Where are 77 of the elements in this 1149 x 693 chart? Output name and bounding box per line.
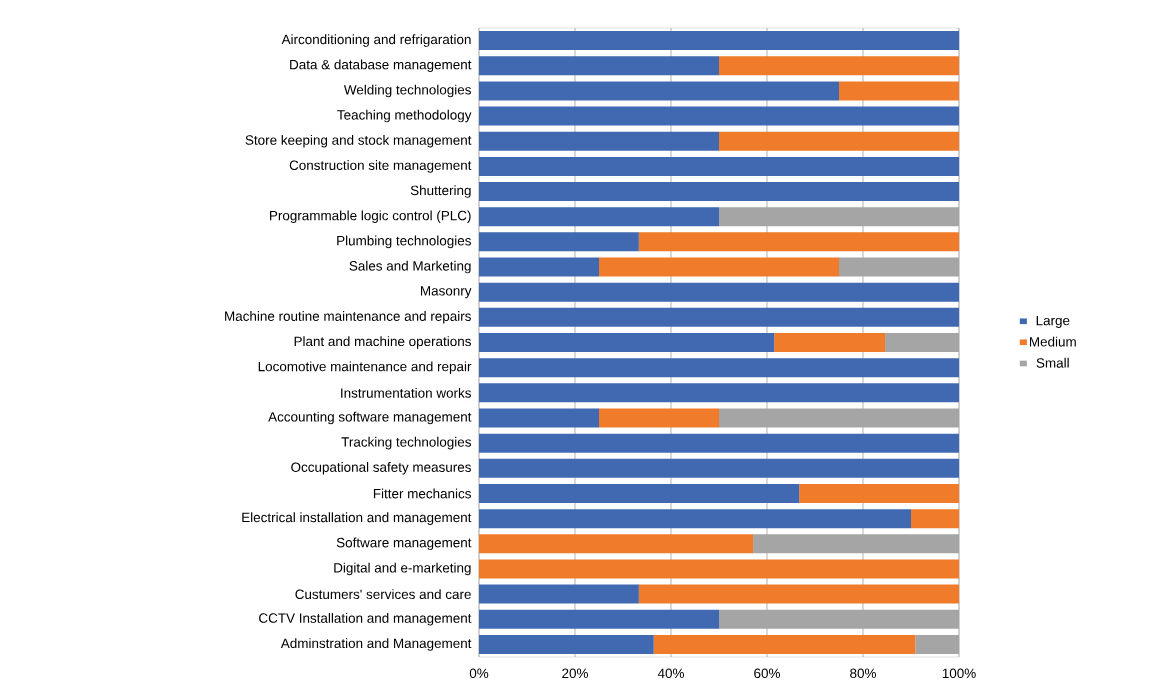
y-tick-label: Sales and Marketing <box>349 260 471 274</box>
y-tick-label: Machine routine maintenance and repairs <box>225 311 471 324</box>
bar <box>839 81 960 101</box>
y-tick-label: Plumbing technologies <box>337 235 471 249</box>
bar <box>915 634 960 654</box>
y-tick-label: Occupational safety measures <box>291 462 471 475</box>
y-tick-label: Accounting software management <box>268 411 472 425</box>
bar <box>479 156 960 176</box>
bar <box>719 56 960 76</box>
y-tick-label: Adminstration and Management <box>280 638 472 651</box>
legend-label: Medium <box>1029 336 1076 347</box>
legend-label: Small <box>1036 357 1069 368</box>
bar <box>479 609 719 629</box>
bar <box>479 232 639 252</box>
y-tick-label: Electrical installation and management <box>242 512 472 525</box>
bar <box>479 584 639 604</box>
bar <box>799 483 960 503</box>
bar <box>479 81 840 101</box>
bar <box>479 31 960 51</box>
y-tick-label: Programmable logic control (PLC) <box>270 210 471 223</box>
bar <box>479 307 960 327</box>
x-tick-label: 60% <box>754 668 780 679</box>
x-tick-label: 40% <box>657 668 684 679</box>
bar <box>479 433 960 453</box>
bar <box>719 609 960 629</box>
bar <box>839 257 960 277</box>
bar <box>479 207 719 227</box>
x-tick-label: 100% <box>942 668 976 679</box>
x-tick-label: 0% <box>469 668 489 679</box>
bar <box>719 131 960 151</box>
bar <box>479 106 960 126</box>
y-tick-label: Instrumentation works <box>341 387 471 398</box>
bar <box>653 634 916 654</box>
bar <box>479 282 960 302</box>
y-tick-label: Tracking technologies <box>341 436 471 450</box>
y-tick-label: Construction site management <box>289 160 472 173</box>
y-tick-label: Custumers' services and care <box>295 589 471 600</box>
bar <box>479 56 719 76</box>
y-tick-label: CCTV Installation and management <box>259 613 472 626</box>
y-tick-label: Store keeping and stock management <box>245 134 472 148</box>
y-tick-label: Teaching methodology <box>337 109 472 123</box>
bar <box>479 534 754 554</box>
legend-label: Large <box>1036 315 1070 328</box>
y-tick-label: Masonry <box>421 286 472 299</box>
bar <box>719 408 960 428</box>
bar <box>885 333 960 353</box>
bar <box>599 408 719 428</box>
y-tick-label: Shuttering <box>410 185 471 198</box>
bar <box>479 333 775 353</box>
bar <box>479 559 960 579</box>
bar <box>774 333 886 353</box>
y-tick-label: Fitter mechanics <box>373 488 471 499</box>
y-tick-label: Plant and machine operations <box>294 336 471 349</box>
bar <box>479 257 599 277</box>
bar <box>479 634 654 654</box>
y-tick-label: Airconditioning and refrigaration <box>281 34 471 47</box>
bar <box>479 408 599 428</box>
x-tick-label: 80% <box>850 668 876 679</box>
bar <box>479 182 960 202</box>
y-tick-label: Software management <box>336 537 472 551</box>
y-tick-label: Data & database management <box>290 59 472 73</box>
bar <box>638 584 960 604</box>
bar <box>638 232 960 252</box>
y-tick-label: Welding technologies <box>343 84 471 98</box>
bar <box>479 483 800 503</box>
bar <box>479 509 912 529</box>
x-tick-label: 20% <box>562 668 588 679</box>
y-tick-label: Locomotive maintenance and repair <box>258 361 472 374</box>
bar <box>479 383 960 403</box>
bar <box>599 257 840 277</box>
y-tick-label: Digital and e-marketing <box>334 562 471 576</box>
bar <box>719 207 960 227</box>
bar <box>479 458 960 478</box>
bar <box>479 358 960 378</box>
bar <box>479 131 719 151</box>
bar <box>753 534 960 554</box>
bar <box>911 509 960 529</box>
